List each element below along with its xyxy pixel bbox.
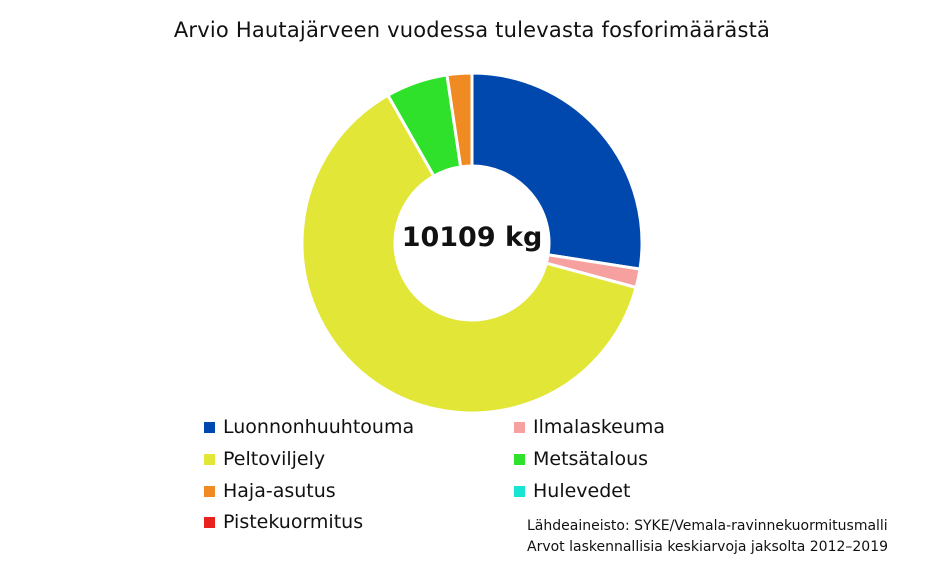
donut-slices bbox=[300, 71, 644, 415]
period-note: Arvot laskennallisia keskiarvoja jaksolt… bbox=[527, 539, 889, 555]
donut-slice-haja-asutus bbox=[445, 71, 474, 169]
source-note: Lähdeaineisto: SYKE/Vemala-ravinnekuormi… bbox=[527, 516, 937, 558]
center-total-label: 10109 kg bbox=[401, 222, 543, 253]
donut-slice-luonnonhuuhtouma bbox=[470, 71, 644, 271]
chart-title: Arvio Hautajärveen vuodessa tulevasta fo… bbox=[173, 18, 771, 42]
source-line: Lähdeaineisto: SYKE/Vemala-ravinnekuormi… bbox=[527, 518, 888, 534]
donut-slice-peltoviljely bbox=[300, 93, 638, 415]
